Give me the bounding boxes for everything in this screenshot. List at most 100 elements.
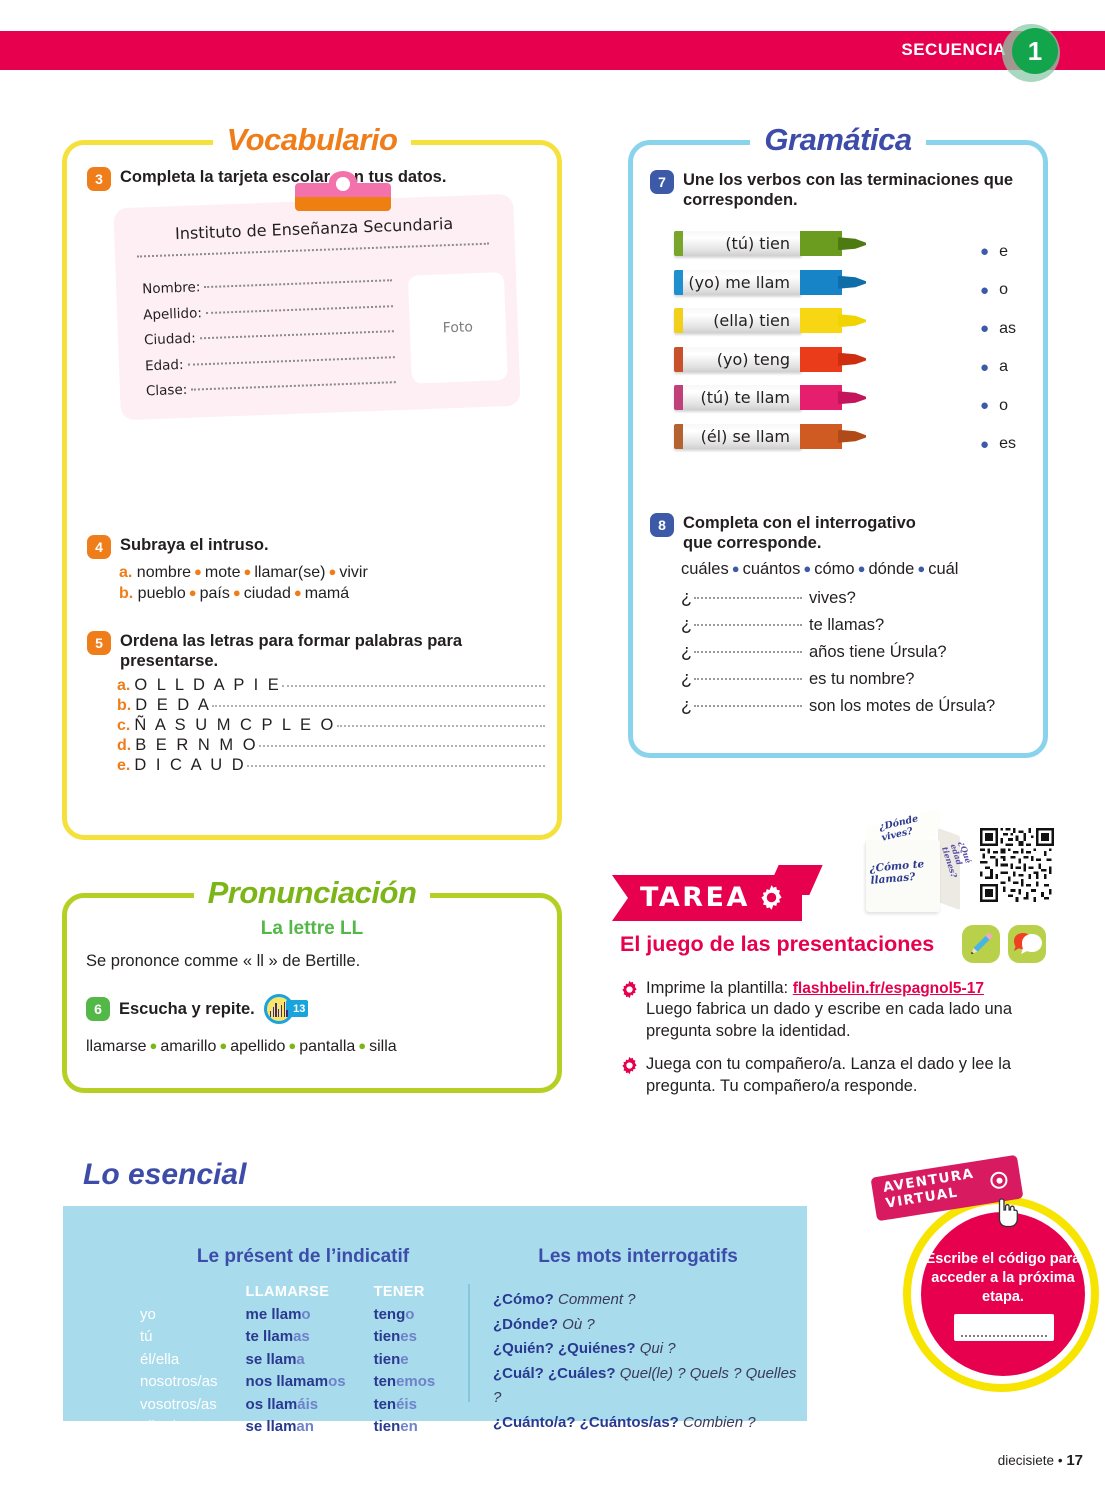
answer-line[interactable] <box>282 685 545 688</box>
sequence-header-bar <box>0 31 1105 70</box>
tarea-title: El juego de las presentaciones <box>620 932 935 956</box>
interrogative-row: ¿Cuánto/a? ¿Cuántos/as? Combien ? <box>493 1413 756 1431</box>
table-row: yo me llamo tengo <box>140 1305 415 1323</box>
marker-row[interactable]: (ella) tien <box>674 305 866 335</box>
card-school-name: Instituto de Enseñanza Secundaria <box>174 213 454 244</box>
exercise-7-number: 7 <box>650 170 674 194</box>
question-row: ¿ años tiene Úrsula? <box>681 641 947 662</box>
marker-label: (él) se llam <box>700 426 790 446</box>
exercise-6-prompt: Escucha y repite. <box>119 999 255 1018</box>
exercise-4-prompt: Subraya el intruso. <box>120 536 269 554</box>
audio-play-icon[interactable]: 13 <box>263 994 308 1024</box>
template-link[interactable]: flashbelin.fr/espagnol5-17 <box>792 980 984 997</box>
ending-row[interactable]: ● a <box>980 358 1008 376</box>
interrogatives-list: ¿Cómo? Comment ? ¿Dónde? Où ? ¿Quién? ¿Q… <box>493 1288 807 1435</box>
lo-esencial-panel: Le présent de l’indicatif Les mots inter… <box>63 1206 807 1435</box>
ending-row[interactable]: ● o <box>980 281 1008 299</box>
ending-bullet-icon: ● <box>980 320 990 337</box>
tarea-bullet: Imprime la plantilla: flashbelin.fr/espa… <box>620 978 1050 1042</box>
exercise-6-words: llamarse ● amarillo ● apellido ● pantalla ● sill… <box>86 1038 397 1055</box>
exercise-7-prompt: Une los verbos con las terminaciones que… <box>683 171 1014 210</box>
exercise-3-prompt: Completa la tarjeta escolar con tus dato… <box>120 168 447 186</box>
exercise-7: 7 Une los verbos con las terminaciones q… <box>650 170 1040 463</box>
lo-esencial-right-title: Les mots interrogatifs <box>538 1246 738 1267</box>
answer-line[interactable] <box>336 725 545 728</box>
marker-label: (tú) tien <box>725 234 790 254</box>
answer-line[interactable] <box>247 765 545 768</box>
answer-line[interactable] <box>259 745 545 748</box>
gear-icon <box>758 884 785 916</box>
table-row: nosotros/as nos llamamos tenemos <box>140 1373 436 1390</box>
card-field-input[interactable] <box>204 279 393 289</box>
lo-esencial-tab: Lo esencial <box>63 1155 267 1199</box>
table-row: tú te llamas tienes <box>140 1328 417 1345</box>
exercise-5-item: d. B E R N M O <box>117 736 545 755</box>
table-header-row: LLAMARSE TENER <box>140 1282 461 1303</box>
tarea-bullet-rest: Juega con tu compañero/a. Lanza el dado … <box>646 1055 1012 1095</box>
answer-blank[interactable] <box>694 705 802 708</box>
card-field-row: Ciudad: <box>144 323 394 348</box>
verb-header: TENER <box>373 1284 425 1300</box>
card-field-input[interactable] <box>187 355 395 366</box>
speech-bubbles-icon <box>1008 925 1046 963</box>
ending-row[interactable]: ● es <box>980 435 1016 453</box>
exercise-6: 6 Escucha y repite. 13 <box>86 994 308 1024</box>
answer-blank[interactable] <box>694 678 802 681</box>
answer-blank[interactable] <box>694 651 802 654</box>
card-body: Instituto de Enseñanza Secundaria Nombre… <box>113 193 521 421</box>
vocabulario-panel: Vocabulario 3 Completa la tarjeta escola… <box>62 122 562 840</box>
exercise-8-number: 8 <box>650 513 674 537</box>
exercise-5-number: 5 <box>87 631 111 655</box>
exercise-6-number: 6 <box>86 997 110 1021</box>
answer-blank[interactable] <box>694 597 802 600</box>
exercise-4-item[interactable]: b. pueblo ● país ● ciudad ● mamá <box>119 585 350 602</box>
marker-row[interactable]: (tú) tien <box>674 228 866 258</box>
qr-code-icon[interactable] <box>980 828 1054 902</box>
marker-row[interactable]: (tú) te llam <box>674 382 866 412</box>
pronunciacion-subtitle: La lettre LL <box>260 918 364 939</box>
marker-row[interactable]: (él) se llam <box>674 421 866 451</box>
question-row: ¿ te llamas? <box>681 614 885 635</box>
exercise-4-item[interactable]: a. nombre ● mote ● llamar(se) ● vivir <box>119 564 368 581</box>
exercise-3-number: 3 <box>87 167 111 191</box>
waveform-icon <box>269 1002 288 1017</box>
ending-bullet-icon: ● <box>980 397 990 414</box>
ending-bullet-icon: ● <box>980 281 990 299</box>
card-field-input[interactable] <box>191 381 396 391</box>
question-row: ¿ vives? <box>681 587 856 608</box>
record-dot-icon <box>989 1170 1009 1191</box>
card-field-row: Edad: <box>145 349 395 374</box>
tarea-bullet-rest: Luego fabrica un dado y escribe en cada … <box>646 1000 1013 1040</box>
marker-row[interactable]: (yo) teng <box>674 344 866 374</box>
gramatica-panel: Gramática 7 Une los verbos con las termi… <box>628 122 1048 758</box>
interrogative-row: ¿Cuál? ¿Cuáles? Quel(le) ? Quels ? Quell… <box>493 1364 797 1407</box>
card-field-input[interactable] <box>205 304 394 314</box>
ending-row[interactable]: ● e <box>980 242 1008 261</box>
table-row: vosotros/as os llamáis tenéis <box>140 1395 417 1413</box>
card-photo-placeholder: Foto <box>407 272 508 384</box>
gear-icon <box>620 1056 639 1097</box>
tarea-bullet: Juega con tu compañero/a. Lanza el dado … <box>620 1054 1050 1097</box>
aventura-code-input[interactable] <box>954 1314 1054 1341</box>
pronunciacion-panel: Pronunciación La lettre LL Se prononce c… <box>62 875 562 1093</box>
answer-blank[interactable] <box>694 624 802 627</box>
exercise-3: 3 Completa la tarjeta escolar con tus da… <box>87 167 537 191</box>
card-field-input[interactable] <box>199 330 394 340</box>
marker-label: (ella) tien <box>713 311 790 331</box>
interrogative-row: ¿Dónde? Où ? <box>493 1315 595 1333</box>
ending-row[interactable]: ● as <box>980 319 1016 338</box>
exercise-8-questions: ¿ vives? ¿ te llamas? ¿ años tiene Úrsula? … <box>681 587 1040 716</box>
ending-row[interactable]: ● o <box>980 396 1008 415</box>
exercise-5-item: e. D I C A U D <box>117 756 545 775</box>
column-divider <box>468 1284 470 1402</box>
card-school-blank[interactable] <box>136 242 489 258</box>
card-field-list: Nombre: Apellido: Ciudad: Edad: Clase: <box>142 272 397 409</box>
exercise-8: 8 Completa con el interrogativo que corr… <box>650 513 1040 722</box>
answer-line[interactable] <box>212 705 545 708</box>
ending-bullet-icon: ● <box>980 358 990 376</box>
exercise-5: 5 Ordena las letras para formar palabras… <box>87 631 545 776</box>
card-field-row: Apellido: <box>143 298 394 323</box>
marker-row[interactable]: (yo) me llam <box>674 267 866 297</box>
exercise-5-item: b. D E D A <box>117 696 545 715</box>
tarea-bullet-lead: Imprime la plantilla: <box>646 979 793 997</box>
